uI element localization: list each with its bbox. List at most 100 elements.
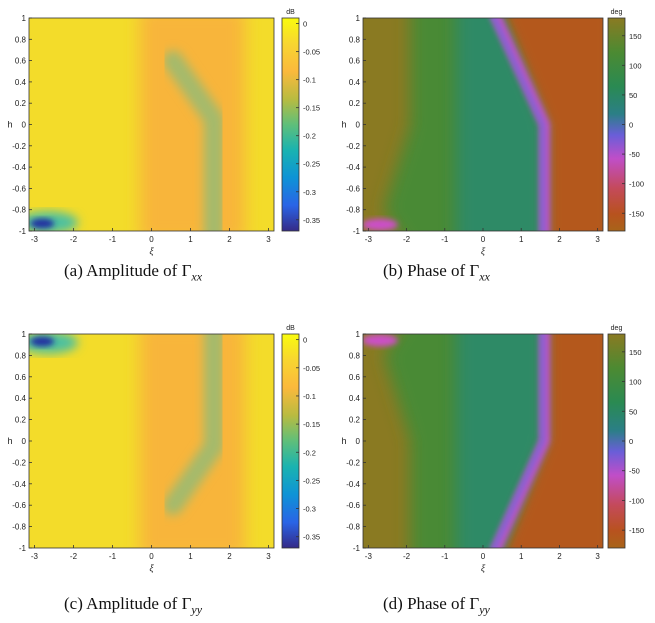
colorbar-unit: dB — [286, 325, 295, 332]
y-tick-label: 1 — [356, 14, 361, 23]
caption-a: (a) Amplitude of Γxx — [64, 261, 203, 284]
y-tick-label: 0.2 — [15, 416, 27, 425]
colorbar-tick-label: -0.05 — [303, 48, 320, 57]
y-tick-label: -0.6 — [12, 501, 26, 510]
colorbar-tick-label: 150 — [629, 32, 642, 41]
y-tick-label: 0.2 — [349, 99, 361, 108]
caption-c: (c) Amplitude of Γyy — [64, 594, 203, 617]
x-tick-label: 0 — [481, 552, 486, 561]
x-tick-label: 3 — [266, 235, 271, 244]
y-tick-label: -0.4 — [346, 163, 360, 172]
x-axis-label: ξ — [149, 563, 154, 573]
x-tick-label: 2 — [557, 552, 562, 561]
colorbar-tick-label: -0.15 — [303, 104, 320, 113]
x-tick-label: -2 — [403, 552, 411, 561]
y-tick-label: 1 — [22, 14, 27, 23]
y-tick-label: 0 — [356, 121, 361, 130]
colorbar-tick-label: -0.2 — [303, 132, 316, 141]
orange-band — [139, 18, 246, 231]
y-tick-label: 0.6 — [349, 57, 361, 66]
x-tick-label: 3 — [595, 235, 600, 244]
colorbar-tick-label: 0 — [303, 336, 307, 345]
y-tick-label: 0.2 — [349, 416, 361, 425]
y-tick-label: -0.2 — [12, 142, 26, 151]
y-axis-label: h — [7, 120, 12, 130]
y-tick-label: 0.8 — [349, 35, 361, 44]
colorbar-tick-label: -100 — [629, 180, 644, 189]
y-tick-label: -0.4 — [12, 163, 26, 172]
green-ridge — [162, 50, 224, 231]
y-tick-label: 0.4 — [15, 394, 27, 403]
x-tick-label: 0 — [149, 552, 154, 561]
x-tick-label: 2 — [227, 552, 232, 561]
colorbar-tick-label: -150 — [629, 526, 644, 535]
y-tick-label: -1 — [19, 227, 27, 236]
colorbar-scale — [281, 17, 300, 232]
phase-spot — [363, 334, 398, 347]
colorbar-tick-label: -0.1 — [303, 76, 316, 85]
x-tick-label: -3 — [365, 235, 373, 244]
phase-spot — [363, 218, 398, 231]
colorbar-tick-label: -0.1 — [303, 392, 316, 401]
y-tick-label: -0.8 — [346, 523, 360, 532]
x-tick-label: -3 — [31, 235, 39, 244]
y-tick-label: 1 — [356, 330, 361, 339]
colorbar-tick-label: -0.35 — [303, 533, 320, 542]
x-tick-label: 0 — [481, 235, 486, 244]
colorbar-tick-label: -50 — [629, 150, 640, 159]
heatmap-panel-c: -3 -2 -1 0 1 2 3 ξ 1 0.8 0.6 0.4 0.2 0 -0.2 -0.4 -0.6 -0.… — [7, 325, 320, 573]
x-tick-label: -1 — [109, 235, 117, 244]
y-axis-label: h — [341, 120, 346, 130]
colorbar: dB 0 -0.05 -0.1 -0.15 -0.2 -0.25 -0.3 -0.35 — [281, 9, 320, 232]
y-tick-label: 0.8 — [15, 35, 27, 44]
y-tick-label: 1 — [22, 330, 27, 339]
colorbar: dB 0 -0.05 -0.1 -0.15 -0.2 -0.25 -0.3 -0.35 — [281, 325, 320, 549]
y-tick-label: -0.8 — [346, 206, 360, 215]
heatmap-field — [29, 18, 274, 231]
minimum-spot — [30, 218, 55, 229]
x-tick-label: 1 — [519, 235, 524, 244]
colorbar-tick-label: 50 — [629, 91, 637, 100]
heatmap-panel-d: -3 -2 -1 0 1 2 3 ξ 1 0.8 0.6 0.4 0.2 0 -0.2 -0.4 -0.6 -0.… — [341, 325, 644, 573]
colorbar-tick-label: -0.3 — [303, 505, 316, 514]
red-region — [506, 18, 603, 231]
x-tick-label: -2 — [403, 235, 411, 244]
colorbar-tick-label: -0.25 — [303, 476, 320, 485]
y-tick-label: -0.8 — [12, 206, 26, 215]
heatmap-field — [363, 18, 603, 231]
y-tick-label: -0.6 — [346, 184, 360, 193]
red-region — [506, 334, 603, 548]
colorbar-tick-label: 100 — [629, 378, 642, 387]
y-tick-label: 0 — [22, 437, 27, 446]
y-axis-label: h — [7, 436, 12, 446]
y-tick-label: -0.6 — [12, 184, 26, 193]
phase-boundary-blue — [492, 18, 545, 231]
heatmap-field — [363, 334, 603, 548]
x-axis-label: ξ — [481, 246, 486, 256]
caption-d: (d) Phase of Γyy — [383, 594, 490, 617]
heatmap-panel-b: -3 -2 -1 0 1 2 3 ξ 1 0.8 0.6 0.4 0.2 0 -0.2 -0.4 -0.6 -0.… — [341, 9, 644, 256]
x-tick-label: 1 — [519, 552, 524, 561]
x-tick-label: 2 — [557, 235, 562, 244]
y-tick-label: -0.8 — [12, 523, 26, 532]
y-tick-label: 0 — [356, 437, 361, 446]
y-tick-label: -0.2 — [346, 458, 360, 467]
colorbar-tick-label: -0.05 — [303, 364, 320, 373]
colorbar-tick-label: -0.2 — [303, 448, 316, 457]
y-tick-label: 0.2 — [15, 99, 27, 108]
phase-boundary-blue — [492, 334, 545, 548]
y-tick-label: 0.4 — [15, 78, 27, 87]
x-tick-label: 0 — [149, 235, 154, 244]
y-tick-label: 0.4 — [349, 394, 361, 403]
x-tick-label: -3 — [31, 552, 39, 561]
y-tick-label: 0.4 — [349, 78, 361, 87]
caption-b: (b) Phase of Γxx — [383, 261, 490, 284]
y-tick-label: 0.6 — [15, 57, 27, 66]
colorbar-tick-label: 0 — [629, 437, 633, 446]
x-axis-label: ξ — [481, 563, 486, 573]
colorbar-tick-label: -0.3 — [303, 188, 316, 197]
colorbar-tick-label: -150 — [629, 209, 644, 218]
x-tick-label: -1 — [441, 235, 449, 244]
phase-boundary — [490, 334, 551, 548]
